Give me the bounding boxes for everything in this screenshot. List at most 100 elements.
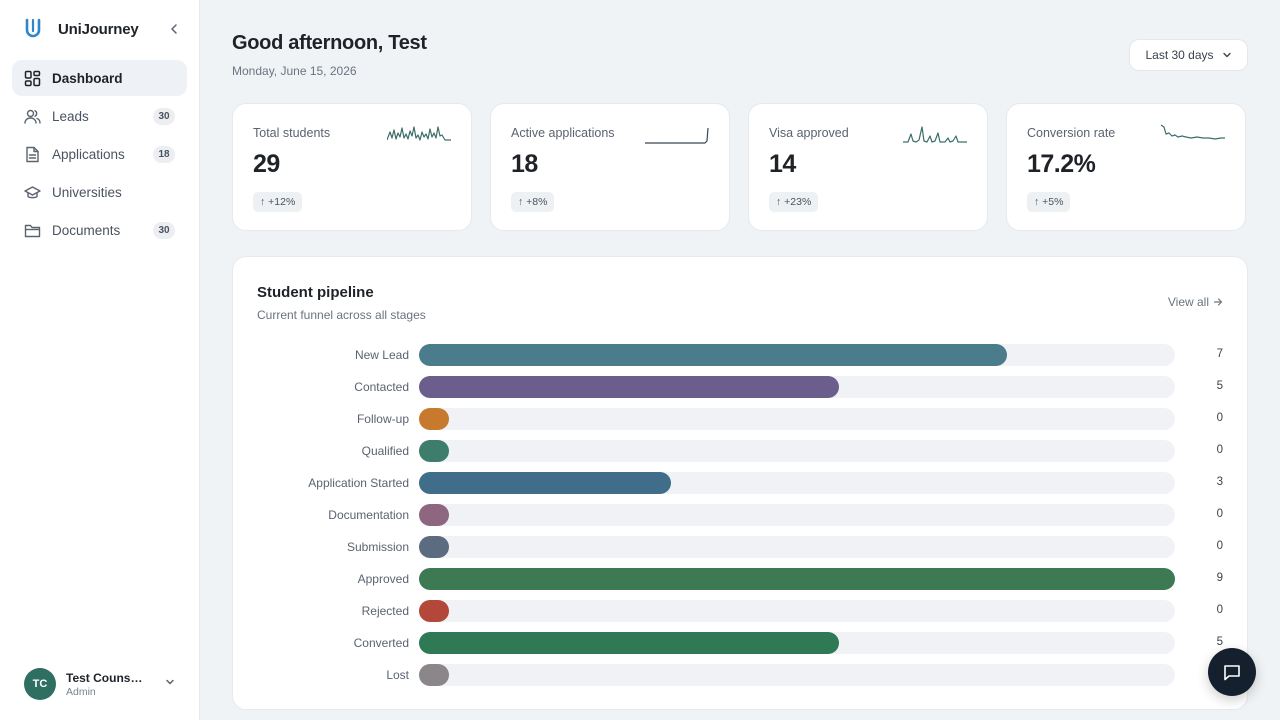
chat-button[interactable] — [1208, 648, 1256, 696]
stage-bar — [419, 536, 449, 558]
count-badge: 30 — [153, 222, 175, 239]
page-title: Good afternoon, Test — [232, 32, 427, 54]
date-range-value: Last 30 days — [1145, 48, 1214, 62]
stage-track — [419, 600, 1175, 622]
stat-delta-badge: ↑ +12% — [253, 192, 303, 212]
stage-count: 5 — [1216, 380, 1223, 392]
stage-label: Qualified — [361, 444, 409, 458]
stage-count: 7 — [1216, 348, 1223, 360]
stage-count: 5 — [1216, 636, 1223, 648]
stat-label: Visa approved — [769, 126, 849, 140]
stage-bar — [419, 408, 449, 430]
stage-bar — [419, 376, 839, 398]
file-text-icon — [24, 146, 41, 163]
stat-value: 18 — [511, 150, 538, 178]
sidebar-item-universities[interactable]: Universities — [12, 174, 187, 210]
stage-count: 0 — [1216, 508, 1223, 520]
stat-label: Active applications — [511, 126, 615, 140]
pipeline-title: Student pipeline — [257, 284, 374, 301]
chevron-down-icon — [1222, 52, 1231, 58]
pipeline-stage-row: Documentation 0 — [233, 504, 1249, 526]
stage-bar — [419, 504, 449, 526]
pipeline-stage-row: Lost0 — [233, 664, 1249, 686]
sidebar-item-applications[interactable]: Applications 18 — [12, 136, 187, 172]
stat-card-total-students: Total students 29 ↑ +12% — [232, 103, 472, 231]
brand: UniJourney — [24, 17, 184, 41]
stage-count: 0 — [1216, 412, 1223, 424]
stage-bar — [419, 664, 449, 686]
stage-track — [419, 504, 1175, 526]
sidebar: UniJourney Dashboard — [0, 0, 200, 720]
stage-track — [419, 536, 1175, 558]
stage-label: Follow-up — [356, 412, 409, 426]
stage-track — [419, 664, 1175, 686]
stat-card-visa-approved: Visa approved 14 ↑ +23% — [748, 103, 988, 231]
stage-label: Contacted — [354, 380, 409, 394]
folder-icon — [24, 222, 41, 239]
stat-card-conversion-rate: Conversion rate 17.2% ↑ +5% — [1006, 103, 1246, 231]
stage-label: Lost — [386, 668, 409, 682]
sidebar-nav: Dashboard Leads 30 Ap — [12, 60, 187, 250]
stat-label: Conversion rate — [1027, 126, 1116, 140]
app-name: UniJourney — [58, 20, 139, 38]
stat-value: 17.2% — [1027, 150, 1096, 178]
stat-value: 14 — [769, 150, 796, 178]
sidebar-item-leads[interactable]: Leads 30 — [12, 98, 187, 134]
date-range-select[interactable]: Last 30 days — [1129, 39, 1248, 71]
user-meta: Test Couns… Admin — [66, 671, 156, 698]
stage-bar — [419, 600, 449, 622]
chevron-left-icon — [171, 24, 177, 34]
stage-label: Submission — [346, 540, 409, 554]
stage-track — [419, 632, 1175, 654]
stage-bar — [419, 632, 839, 654]
unijourney-logo-icon — [25, 18, 41, 38]
graduation-cap-icon — [24, 184, 41, 201]
sidebar-item-dashboard[interactable]: Dashboard — [12, 60, 187, 96]
stage-count: 3 — [1216, 476, 1223, 488]
stat-delta-badge: ↑ +8% — [511, 192, 555, 212]
count-badge: 30 — [153, 108, 175, 125]
stage-track — [419, 408, 1175, 430]
stage-bar — [419, 472, 671, 494]
arrow-right-icon — [1213, 298, 1223, 306]
stage-count: 0 — [1216, 540, 1223, 552]
sidebar-item-label: Leads — [52, 108, 89, 124]
pipeline-stage-row: Approved 9 — [233, 568, 1249, 590]
student-pipeline-card: Student pipeline Current funnel across a… — [232, 256, 1248, 710]
stage-track — [419, 472, 1175, 494]
count-badge: 18 — [153, 146, 175, 163]
stage-label: Rejected — [361, 604, 409, 618]
stage-track — [419, 440, 1175, 462]
pipeline-stage-row: Contacted 5 — [233, 376, 1249, 398]
sidebar-item-label: Documents — [52, 222, 121, 238]
stage-bar — [419, 568, 1175, 590]
pipeline-stage-row: Converted 5 — [233, 632, 1249, 654]
chat-bubble-icon — [1224, 665, 1240, 681]
sidebar-item-label: Universities — [52, 184, 122, 200]
sidebar-item-label: Dashboard — [52, 70, 123, 86]
stage-label: New Lead — [354, 348, 409, 362]
sidebar-item-documents[interactable]: Documents 30 — [12, 212, 187, 248]
pipeline-stage-row: Application Started 3 — [233, 472, 1249, 494]
pipeline-stage-row: Qualified 0 — [233, 440, 1249, 462]
stat-card-active-applications: Active applications 18 ↑ +8% — [490, 103, 730, 231]
sidebar-item-label: Applications — [52, 146, 125, 162]
stat-delta-badge: ↑ +5% — [1027, 192, 1071, 212]
stat-label: Total students — [253, 126, 331, 140]
dashboard-grid-icon — [24, 70, 41, 87]
user-name: Test Couns… — [66, 670, 143, 685]
stage-track — [419, 344, 1175, 366]
sparkline — [1161, 124, 1225, 140]
pipeline-stage-row: Rejected 0 — [233, 600, 1249, 622]
pipeline-stage-row: Submission 0 — [233, 536, 1249, 558]
stage-bar — [419, 440, 449, 462]
chevron-down-icon — [166, 679, 174, 685]
stage-count: 9 — [1216, 572, 1223, 584]
collapse-sidebar-button[interactable] — [164, 19, 184, 39]
stage-track — [419, 376, 1175, 398]
pipeline-stage-row: Follow-up 0 — [233, 408, 1249, 430]
view-all-link[interactable]: View all — [1168, 295, 1223, 309]
stat-delta-badge: ↑ +23% — [769, 192, 819, 212]
stage-label: Application Started — [308, 476, 409, 490]
user-menu[interactable]: TC Test Couns… Admin — [24, 668, 184, 700]
